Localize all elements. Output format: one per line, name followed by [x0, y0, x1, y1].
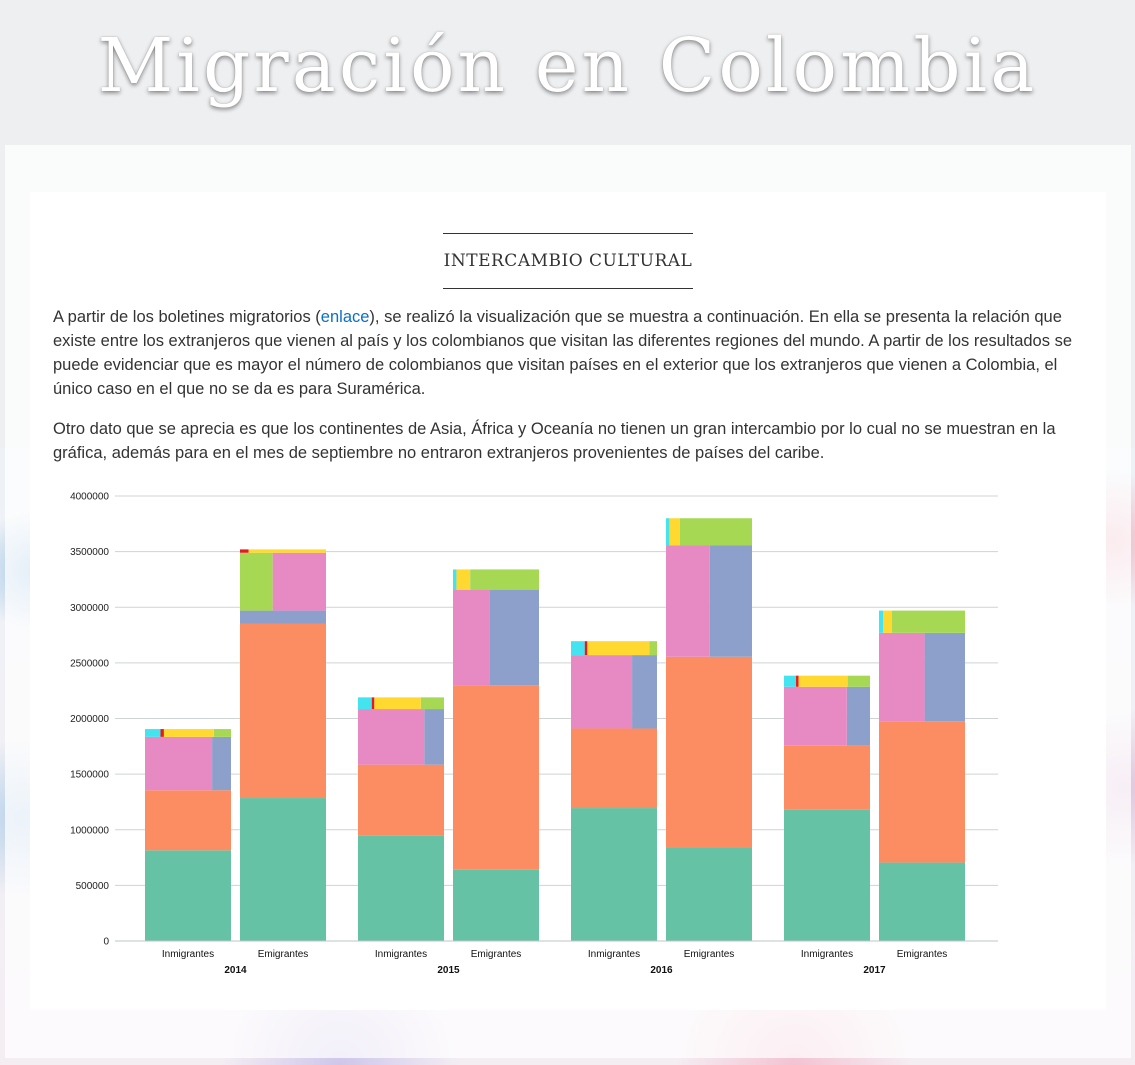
bar-segment	[358, 697, 372, 710]
bar-segment	[924, 632, 965, 722]
bar-segment	[489, 590, 539, 686]
bar-segment	[358, 835, 444, 941]
bar-segment	[891, 610, 965, 633]
page-title: Migración en Colombia	[97, 22, 1038, 109]
bar-segment	[240, 610, 326, 624]
x-category-label: Emigrantes	[258, 949, 309, 960]
bar-segment	[879, 610, 884, 633]
x-category-label: Inmigrantes	[375, 949, 427, 960]
bar-segment	[453, 685, 539, 870]
x-category-label: Inmigrantes	[162, 949, 214, 960]
bar-segment	[453, 569, 457, 591]
bar-segment	[470, 569, 539, 591]
bar-segment	[456, 569, 471, 591]
bar-segment	[571, 655, 633, 729]
intro-paragraph: A partir de los boletines migratorios (e…	[53, 305, 1093, 401]
y-tick-label: 1000000	[70, 825, 109, 836]
bar-segment	[879, 721, 965, 863]
y-tick-label: 500000	[76, 881, 110, 892]
bar-segment	[240, 623, 326, 799]
intro-text-end: ), se realizó la visualización que se mu…	[53, 308, 1072, 398]
y-tick-label: 2000000	[70, 714, 109, 725]
bar-segment	[571, 808, 657, 941]
bar-segment	[240, 549, 249, 553]
y-tick-label: 4000000	[70, 492, 109, 503]
bar-segment	[666, 518, 670, 546]
x-year-label: 2015	[437, 965, 460, 976]
x-category-label: Emigrantes	[684, 949, 735, 960]
bar-segment	[272, 552, 326, 611]
bar-segment	[669, 518, 680, 546]
bar-segment	[632, 655, 657, 729]
bar-segment	[240, 798, 326, 941]
y-tick-label: 0	[103, 937, 109, 948]
x-category-label: Emigrantes	[897, 949, 948, 960]
bar-segment	[666, 656, 752, 848]
bar-segment	[358, 764, 444, 836]
bar-segment	[212, 736, 231, 791]
bar-segment	[420, 697, 444, 710]
bar-segment	[679, 518, 752, 546]
y-tick-label: 3000000	[70, 603, 109, 614]
bar-segment	[571, 728, 657, 809]
bar-segment	[784, 809, 870, 941]
bar-segment	[784, 745, 870, 810]
bar-segment	[587, 641, 650, 656]
section-title: Intercambio cultural	[443, 251, 693, 271]
bar-segment	[649, 641, 657, 656]
bar-segment	[453, 590, 490, 686]
bar-segment	[145, 790, 231, 851]
bar-segment	[666, 847, 752, 941]
bar-segment	[160, 729, 164, 737]
bar-segment	[796, 675, 799, 687]
bar-segment	[213, 729, 231, 737]
bar-segment	[145, 729, 161, 737]
bar-segment	[145, 850, 231, 941]
x-category-label: Inmigrantes	[801, 949, 853, 960]
bar-segment	[879, 862, 965, 941]
intro-text-start: A partir de los boletines migratorios (	[53, 308, 321, 326]
x-year-label: 2016	[650, 965, 673, 976]
bar-segment	[453, 869, 539, 941]
bar-segment	[666, 545, 710, 657]
bar-segment	[358, 709, 425, 765]
x-year-label: 2014	[224, 965, 247, 976]
bar-segment	[883, 610, 892, 633]
bar-segment	[248, 549, 326, 553]
bar-segment	[784, 686, 847, 746]
x-category-label: Emigrantes	[471, 949, 522, 960]
bar-segment	[879, 632, 925, 722]
bar-segment	[846, 686, 870, 746]
migration-chart: 0 500000 1000000 1500000 2000000 2500000 30000…	[70, 492, 998, 976]
source-link[interactable]: enlace	[320, 308, 370, 326]
note-paragraph: Otro dato que se aprecia es que los cont…	[53, 420, 1056, 462]
bar-segment	[374, 697, 421, 710]
bar-segment	[424, 709, 444, 765]
bar-segment	[584, 641, 588, 656]
bar-segment	[371, 697, 375, 710]
y-tick-label: 3500000	[70, 547, 109, 558]
bar-segment	[145, 736, 213, 791]
bar-segment	[571, 641, 585, 656]
x-year-label: 2017	[863, 965, 886, 976]
page-header: Migración en Colombia	[0, 0, 1135, 145]
bar-segment	[163, 729, 214, 737]
bar-segment	[709, 545, 752, 657]
x-category-label: Inmigrantes	[588, 949, 640, 960]
bar-segment	[798, 675, 848, 687]
y-tick-label: 1500000	[70, 770, 109, 781]
bar-segment	[847, 675, 870, 687]
bar-segment	[240, 552, 273, 611]
section-heading: Intercambio cultural	[443, 233, 693, 289]
y-tick-label: 2500000	[70, 658, 109, 669]
bar-segment	[784, 675, 797, 687]
